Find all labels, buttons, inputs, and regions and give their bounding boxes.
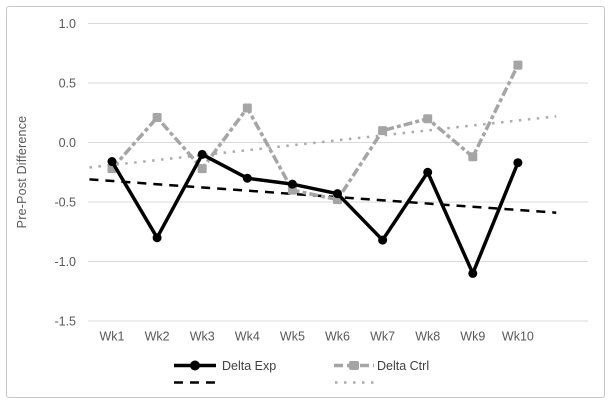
legend-sample-exp-trendline-icon [174, 381, 216, 384]
data-point-delta-exp [468, 268, 478, 278]
x-tick-label: Wk2 [145, 330, 170, 344]
x-tick-label: Wk8 [415, 330, 440, 344]
series-delta-exp-line [110, 152, 520, 276]
x-tick-label: Wk7 [370, 330, 395, 344]
x-tick-label: Wk1 [100, 330, 125, 344]
data-point-delta-ctrl [197, 164, 207, 174]
data-point-delta-ctrl [152, 113, 162, 123]
legend-label-delta-exp: Delta Exp [222, 358, 277, 373]
x-tick-label: Wk3 [190, 330, 215, 344]
data-point-delta-exp [287, 179, 297, 189]
legend-item-exp-trendline [173, 378, 217, 387]
legend-item-delta-ctrl: Delta Ctrl [333, 358, 429, 373]
legend-label-delta-ctrl: Delta Ctrl [377, 358, 430, 373]
y-tick-label: -0.5 [54, 196, 76, 210]
y-tick-label: 0.0 [59, 136, 76, 150]
legend-sample-delta-exp-icon [174, 360, 216, 371]
legend-sample-delta-ctrl-icon [334, 361, 374, 370]
data-point-delta-exp [333, 189, 342, 199]
data-point-delta-ctrl [468, 152, 478, 162]
legend-item-ctrl-trendline [333, 378, 377, 387]
series-delta-ctrl-line [110, 64, 520, 202]
legend-sample-ctrl-trendline-icon [335, 381, 376, 384]
data-point-delta-ctrl [242, 103, 252, 113]
data-point-delta-exp [378, 235, 388, 245]
data-point-delta-ctrl [423, 114, 433, 124]
y-tick-label: -1.5 [54, 315, 76, 329]
data-point-delta-exp [107, 157, 117, 167]
data-point-delta-exp [423, 167, 433, 177]
data-point-delta-ctrl [378, 126, 388, 136]
x-tick-label: Wk10 [502, 330, 534, 344]
x-tick-label: Wk5 [280, 330, 305, 344]
trendline-ctrl [89, 115, 557, 169]
y-tick-label: -1.0 [54, 255, 76, 269]
x-tick-label: Wk9 [460, 330, 485, 344]
legend-item-delta-exp: Delta Exp [173, 358, 276, 373]
x-tick-label: Wk4 [235, 330, 260, 344]
trendline-exp [89, 178, 557, 214]
y-tick-label: 1.0 [59, 17, 76, 31]
data-point-delta-exp [197, 149, 207, 159]
x-tick-label: Wk6 [325, 330, 350, 344]
data-point-delta-exp [242, 173, 252, 183]
data-point-delta-exp [152, 233, 162, 243]
data-point-delta-exp [513, 158, 523, 168]
data-point-delta-ctrl [513, 60, 523, 70]
y-tick-label: 0.5 [59, 77, 76, 91]
y-axis-title: Pre-Post Difference [15, 115, 29, 229]
